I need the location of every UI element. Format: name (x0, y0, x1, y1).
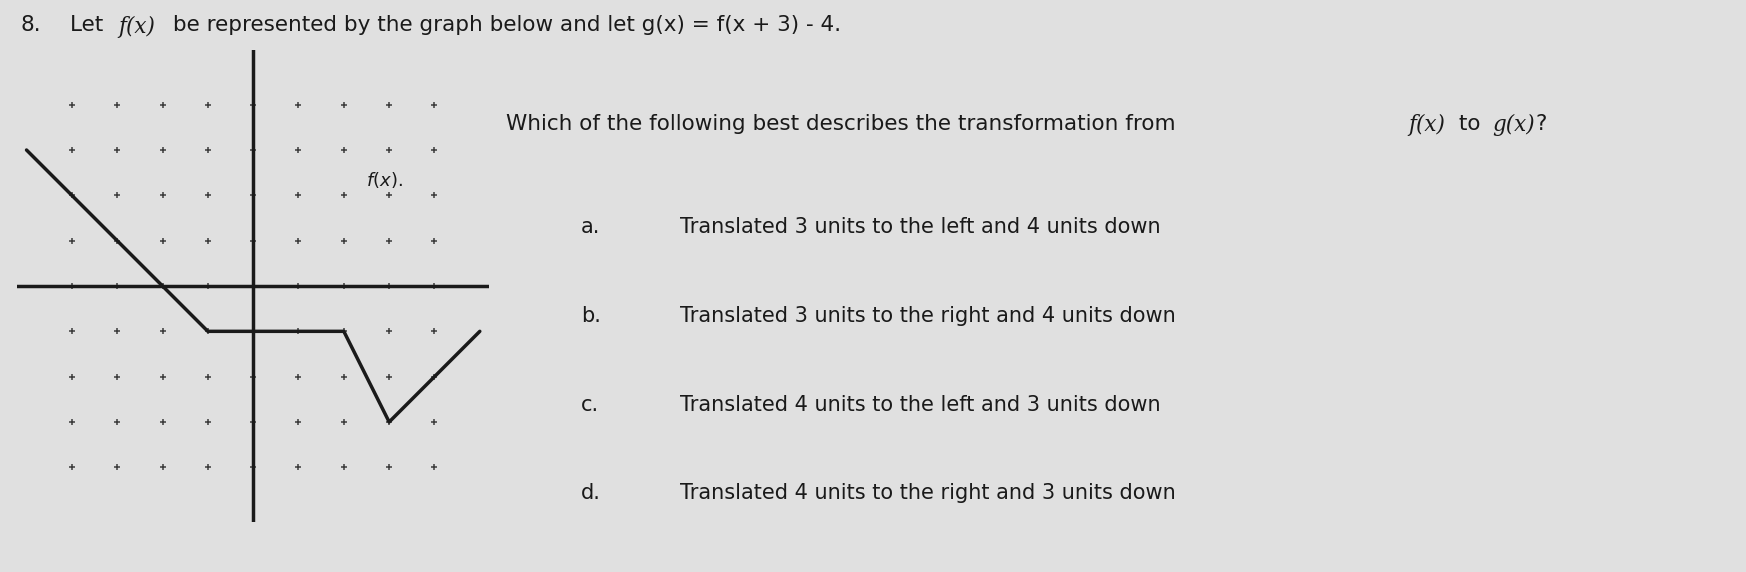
Text: f(x): f(x) (1409, 114, 1446, 137)
Text: to: to (1453, 114, 1488, 134)
Text: c.: c. (581, 395, 599, 415)
Text: Translated 3 units to the left and 4 units down: Translated 3 units to the left and 4 uni… (679, 217, 1161, 237)
Text: a.: a. (581, 217, 601, 237)
Text: Translated 3 units to the right and 4 units down: Translated 3 units to the right and 4 un… (679, 306, 1175, 326)
Text: 8.: 8. (21, 15, 42, 35)
Text: $f(x).$: $f(x).$ (367, 170, 403, 190)
Text: Let: Let (70, 15, 110, 35)
Text: Translated 4 units to the left and 3 units down: Translated 4 units to the left and 3 uni… (679, 395, 1161, 415)
Text: f(x): f(x) (119, 15, 155, 38)
Text: g(x): g(x) (1491, 114, 1535, 137)
Text: ?: ? (1535, 114, 1547, 134)
Text: Which of the following best describes the transformation from: Which of the following best describes th… (506, 114, 1182, 134)
Text: d.: d. (581, 483, 601, 503)
Text: b.: b. (581, 306, 601, 326)
Text: be represented by the graph below and let g(x) = f(x + 3) - 4.: be represented by the graph below and le… (166, 15, 842, 35)
Text: Translated 4 units to the right and 3 units down: Translated 4 units to the right and 3 un… (679, 483, 1175, 503)
